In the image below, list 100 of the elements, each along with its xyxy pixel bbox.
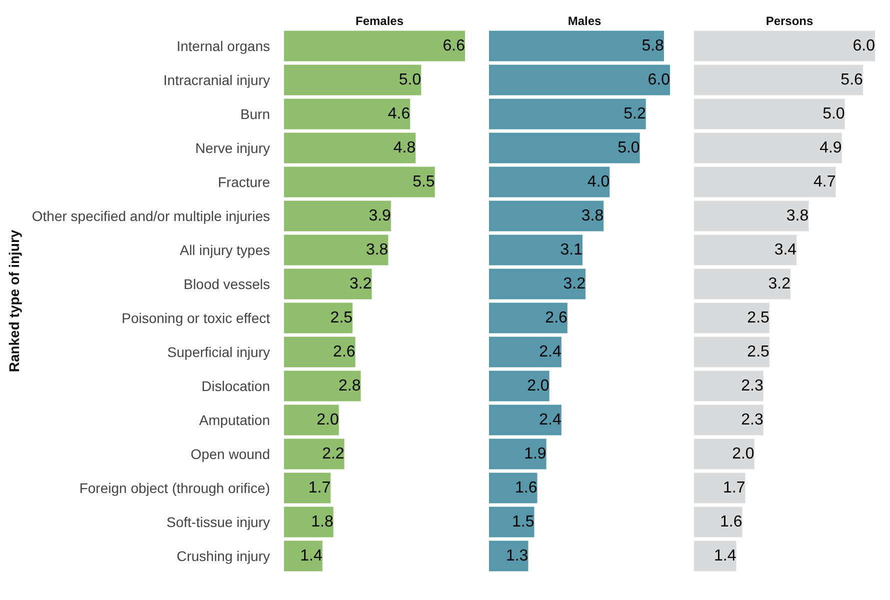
data-label: 1.6 bbox=[720, 514, 742, 530]
data-label: 3.2 bbox=[768, 276, 791, 292]
y-tick-label: Crushing injury bbox=[176, 548, 270, 564]
data-label: 2.0 bbox=[316, 412, 339, 428]
bar bbox=[489, 200, 604, 232]
data-label: 4.9 bbox=[820, 140, 842, 156]
bar bbox=[694, 200, 809, 232]
bar bbox=[284, 166, 435, 198]
bar bbox=[284, 30, 465, 62]
bar bbox=[284, 98, 410, 130]
data-label: 2.0 bbox=[527, 378, 550, 394]
chart-title: Males bbox=[568, 14, 602, 28]
bar bbox=[489, 302, 568, 334]
bar bbox=[694, 30, 875, 62]
y-tick-label: Soft-tissue injury bbox=[166, 514, 270, 530]
data-label: 1.4 bbox=[300, 548, 322, 564]
data-label: 6.0 bbox=[648, 72, 670, 88]
bar bbox=[284, 200, 391, 232]
bar bbox=[284, 540, 322, 572]
bar bbox=[284, 132, 416, 164]
bar bbox=[284, 472, 331, 504]
chart-title: Females bbox=[355, 14, 404, 28]
bar bbox=[489, 30, 664, 62]
y-tick-label: Foreign object (through orifice) bbox=[79, 480, 270, 496]
bar bbox=[489, 268, 586, 300]
y-tick-label: Intracranial injury bbox=[163, 72, 270, 88]
data-label: 1.4 bbox=[714, 548, 736, 564]
data-label: 2.0 bbox=[732, 446, 754, 462]
bar bbox=[694, 506, 742, 538]
data-label: 4.0 bbox=[587, 174, 610, 190]
data-label: 3.8 bbox=[366, 242, 388, 258]
bar bbox=[489, 64, 670, 96]
data-label: 5.5 bbox=[412, 174, 435, 190]
data-label: 5.8 bbox=[642, 38, 664, 54]
chart-title: Persons bbox=[766, 14, 814, 28]
bar bbox=[694, 370, 764, 402]
bar bbox=[284, 234, 388, 266]
y-tick-label: Fracture bbox=[218, 174, 270, 190]
bar bbox=[489, 370, 550, 402]
y-tick-label: Other specified and/or multiple injuries bbox=[32, 208, 270, 224]
bar bbox=[489, 336, 562, 368]
data-label: 2.6 bbox=[545, 310, 568, 326]
data-label: 2.3 bbox=[741, 412, 764, 428]
data-label: 6.6 bbox=[442, 38, 466, 54]
data-label: 1.5 bbox=[512, 514, 534, 530]
data-label: 4.8 bbox=[393, 140, 416, 156]
bar bbox=[284, 302, 353, 334]
bar bbox=[284, 438, 344, 470]
data-label: 2.4 bbox=[539, 344, 562, 360]
data-label: 1.6 bbox=[515, 480, 538, 496]
bar bbox=[489, 234, 583, 266]
data-label: 2.3 bbox=[741, 378, 764, 394]
bar bbox=[284, 336, 356, 368]
y-tick-label: Burn bbox=[240, 106, 270, 122]
bar bbox=[489, 404, 562, 436]
data-label: 5.2 bbox=[624, 106, 646, 122]
y-tick-label: Internal organs bbox=[176, 38, 270, 54]
data-label: 4.7 bbox=[814, 174, 836, 190]
bar bbox=[284, 404, 339, 436]
data-label: 1.9 bbox=[524, 446, 546, 462]
y-tick-label: Blood vessels bbox=[184, 276, 270, 292]
bar bbox=[489, 506, 534, 538]
y-axis-title: Ranked type of injury bbox=[6, 230, 22, 372]
data-label: 2.2 bbox=[322, 446, 344, 462]
y-tick-label: Open wound bbox=[190, 446, 270, 462]
bar bbox=[284, 64, 422, 96]
bar bbox=[694, 302, 770, 334]
data-label: 2.5 bbox=[747, 344, 770, 360]
data-label: 2.5 bbox=[330, 310, 353, 326]
bar bbox=[284, 370, 361, 402]
bar bbox=[694, 336, 770, 368]
y-tick-label: Dislocation bbox=[202, 378, 270, 394]
data-label: 2.6 bbox=[333, 344, 356, 360]
bar bbox=[489, 472, 538, 504]
bar bbox=[489, 132, 640, 164]
data-label: 1.8 bbox=[311, 514, 334, 530]
data-label: 3.1 bbox=[560, 242, 583, 258]
data-label: 4.6 bbox=[388, 106, 410, 122]
bar bbox=[489, 98, 646, 130]
data-label: 3.4 bbox=[774, 242, 797, 258]
data-label: 5.0 bbox=[822, 106, 845, 122]
bar bbox=[284, 268, 372, 300]
bar bbox=[489, 540, 528, 572]
data-label: 1.7 bbox=[308, 480, 331, 496]
data-label: 3.2 bbox=[350, 276, 372, 292]
bar bbox=[694, 234, 797, 266]
data-label: 2.8 bbox=[338, 378, 361, 394]
data-label: 2.4 bbox=[539, 412, 562, 428]
data-label: 1.3 bbox=[506, 548, 528, 564]
data-label: 3.8 bbox=[581, 208, 604, 224]
bar bbox=[694, 268, 791, 300]
data-label: 5.0 bbox=[398, 72, 422, 88]
data-label: 3.2 bbox=[563, 276, 586, 292]
data-label: 1.7 bbox=[723, 480, 746, 496]
bar bbox=[694, 98, 845, 130]
bar bbox=[489, 438, 546, 470]
bar bbox=[694, 64, 863, 96]
bar bbox=[694, 540, 736, 572]
bar bbox=[284, 506, 334, 538]
y-tick-label: Nerve injury bbox=[195, 140, 270, 156]
